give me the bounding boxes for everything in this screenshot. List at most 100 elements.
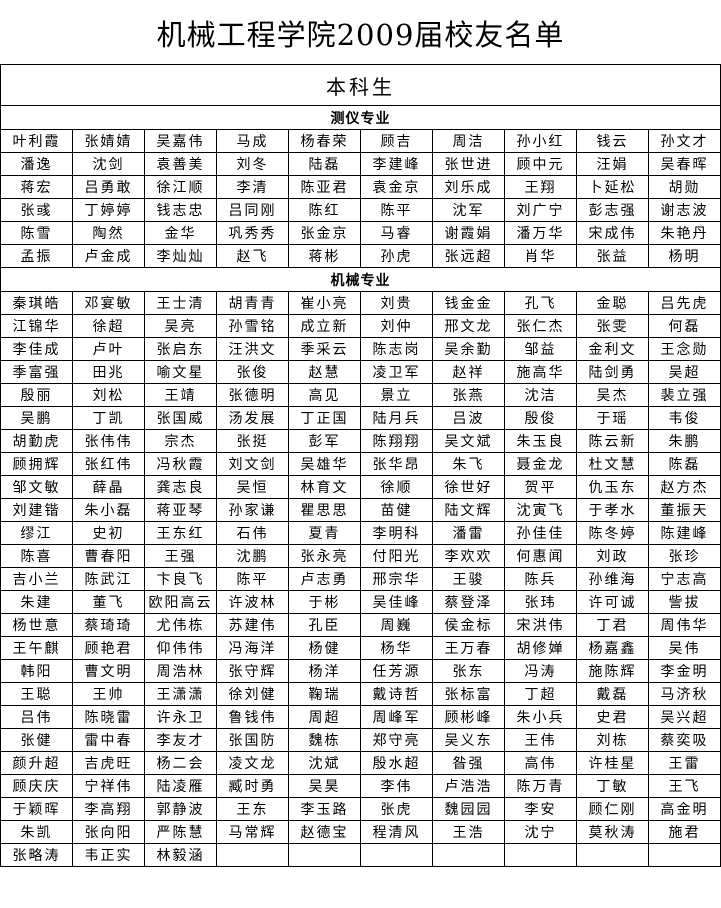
name-cell: 邢宗华 [360, 567, 433, 591]
name-cell: 赵方杰 [648, 475, 721, 499]
name-cell: 张虎 [360, 797, 433, 821]
name-row: 吴鹏 丁凯 张国威 汤发展 丁正国 陆月兵 吕波 殷俊 于瑶 韦俊 [0, 406, 721, 430]
name-cell: 李金明 [648, 659, 721, 683]
name-cell: 张世进 [432, 152, 505, 176]
name-cell: 曹春阳 [72, 544, 145, 568]
name-row: 韩阳 曹文明 周浩林 张守辉 杨洋 任芳源 张东 冯涛 施陈辉 李金明 [0, 659, 721, 683]
name-cell: 朱建 [0, 590, 73, 614]
name-cell: 徐世好 [432, 475, 505, 499]
name-cell: 汪娟 [576, 152, 649, 176]
name-cell: 李安 [504, 797, 577, 821]
name-cell: 陈冬婷 [576, 521, 649, 545]
name-cell: 钱金金 [432, 291, 505, 315]
name-cell: 王午麒 [0, 636, 73, 660]
name-cell: 吕波 [432, 406, 505, 430]
name-cell: 朱飞 [432, 452, 505, 476]
name-cell: 邢文龙 [432, 314, 505, 338]
name-cell: 张远超 [432, 244, 505, 268]
name-cell: 陈喜 [0, 544, 73, 568]
name-cell: 陆剑勇 [576, 360, 649, 384]
name-cell: 陈平 [360, 198, 433, 222]
name-cell: 张略涛 [0, 843, 73, 867]
name-cell: 凌卫军 [360, 360, 433, 384]
name-cell: 袁善美 [144, 152, 217, 176]
name-cell: 张彧 [0, 198, 73, 222]
name-cell: 徐刘健 [216, 682, 289, 706]
name-cell: 任芳源 [360, 659, 433, 683]
name-cell: 胡青青 [216, 291, 289, 315]
name-cell: 殷俊 [504, 406, 577, 430]
name-cell: 蒋宏 [0, 175, 73, 199]
name-cell: 李建峰 [360, 152, 433, 176]
name-cell: 许永卫 [144, 705, 217, 729]
name-cell: 朱凯 [0, 820, 73, 844]
name-cell: 宁祥伟 [72, 774, 145, 798]
empty-cell [576, 843, 649, 867]
name-row: 张彧 丁婷婷 钱志忠 吕同刚 陈红 陈平 沈军 刘广宁 彭志强 谢志波 [0, 198, 721, 222]
name-cell: 聂金龙 [504, 452, 577, 476]
name-cell: 陈兵 [504, 567, 577, 591]
name-cell: 吴昊 [288, 774, 361, 798]
page-title: 机械工程学院2009届校友名单 [156, 18, 565, 52]
name-cell: 李友才 [144, 728, 217, 752]
name-cell: 陆磊 [288, 152, 361, 176]
name-cell: 杨春荣 [288, 129, 361, 153]
name-cell: 王飞 [648, 774, 721, 798]
name-cell: 汪洪文 [216, 337, 289, 361]
name-row: 邹文敏 薛晶 龚志良 吴恒 林育文 徐顺 徐世好 贺平 仇玉东 赵方杰 [0, 475, 721, 499]
name-cell: 张珍 [648, 544, 721, 568]
name-cell: 张国防 [216, 728, 289, 752]
name-cell: 张挺 [216, 429, 289, 453]
name-cell: 杜文慧 [576, 452, 649, 476]
name-cell: 张伟伟 [72, 429, 145, 453]
name-cell: 瞿思思 [288, 498, 361, 522]
name-row: 吉小兰 陈武江 卞良飞 陈平 卢志勇 邢宗华 王骏 陈兵 孙维海 宁志高 [0, 567, 721, 591]
name-row: 朱建 董飞 欧阳高云 许波林 于彬 吴佳峰 蔡登泽 张玮 许可诚 訾拔 [0, 590, 721, 614]
name-cell: 丁超 [504, 682, 577, 706]
name-cell: 王潇潇 [144, 682, 217, 706]
name-row: 李佳成 卢叶 张启东 汪洪文 季采云 陈志岗 吴余勤 邹益 金利文 王念勋 [0, 337, 721, 361]
name-cell: 邓宴敏 [72, 291, 145, 315]
name-cell: 江锦华 [0, 314, 73, 338]
name-cell: 蔡琦琦 [72, 613, 145, 637]
name-cell: 巩秀秀 [216, 221, 289, 245]
name-cell: 吉小兰 [0, 567, 73, 591]
name-cell: 莫秋涛 [576, 820, 649, 844]
name-cell: 卢浩浩 [432, 774, 505, 798]
name-cell: 吴超 [648, 360, 721, 384]
name-cell: 王雷 [648, 751, 721, 775]
name-cell: 肖华 [504, 244, 577, 268]
name-cell: 杨华 [360, 636, 433, 660]
name-row: 陈雪 陶然 金华 巩秀秀 张金京 马睿 谢霞娟 潘万华 宋成伟 朱艳丹 [0, 221, 721, 245]
name-cell: 吴恒 [216, 475, 289, 499]
name-cell: 刘仲 [360, 314, 433, 338]
name-cell: 马睿 [360, 221, 433, 245]
name-cell: 陈翔翔 [360, 429, 433, 453]
name-cell: 周伟华 [648, 613, 721, 637]
name-cell: 吴兴超 [648, 705, 721, 729]
name-cell: 张仁杰 [504, 314, 577, 338]
name-cell: 韦正实 [72, 843, 145, 867]
name-cell: 付阳光 [360, 544, 433, 568]
name-cell: 冯涛 [504, 659, 577, 683]
name-cell: 夏青 [288, 521, 361, 545]
name-cell: 顾拥辉 [0, 452, 73, 476]
name-cell: 朱玉良 [504, 429, 577, 453]
name-cell: 田兆 [72, 360, 145, 384]
name-cell: 周浩林 [144, 659, 217, 683]
name-cell: 丁敏 [576, 774, 649, 798]
alumni-table: 本科生 测仪专业 叶利霞 张婧婧 吴嘉伟 马成 杨春荣 顾吉 周洁 孙小红 钱云 孙文才 潘逸 沈剑 袁善… [0, 64, 721, 867]
name-cell: 曹文明 [72, 659, 145, 683]
name-cell: 陈云新 [576, 429, 649, 453]
name-row: 殷丽 刘松 王靖 张德明 高见 景立 张燕 沈洁 吴杰 裴立强 [0, 383, 721, 407]
name-cell: 李明科 [360, 521, 433, 545]
name-cell: 卢志勇 [288, 567, 361, 591]
name-cell: 裴立强 [648, 383, 721, 407]
name-cell: 雷中春 [72, 728, 145, 752]
name-cell: 陆文辉 [432, 498, 505, 522]
name-row: 王聪 王帅 王潇潇 徐刘健 鞠瑞 戴诗哲 张标富 丁超 戴磊 马济秋 [0, 682, 721, 706]
name-cell: 张标富 [432, 682, 505, 706]
name-cell: 张启东 [144, 337, 217, 361]
name-cell: 张俊 [216, 360, 289, 384]
empty-cell [360, 843, 433, 867]
